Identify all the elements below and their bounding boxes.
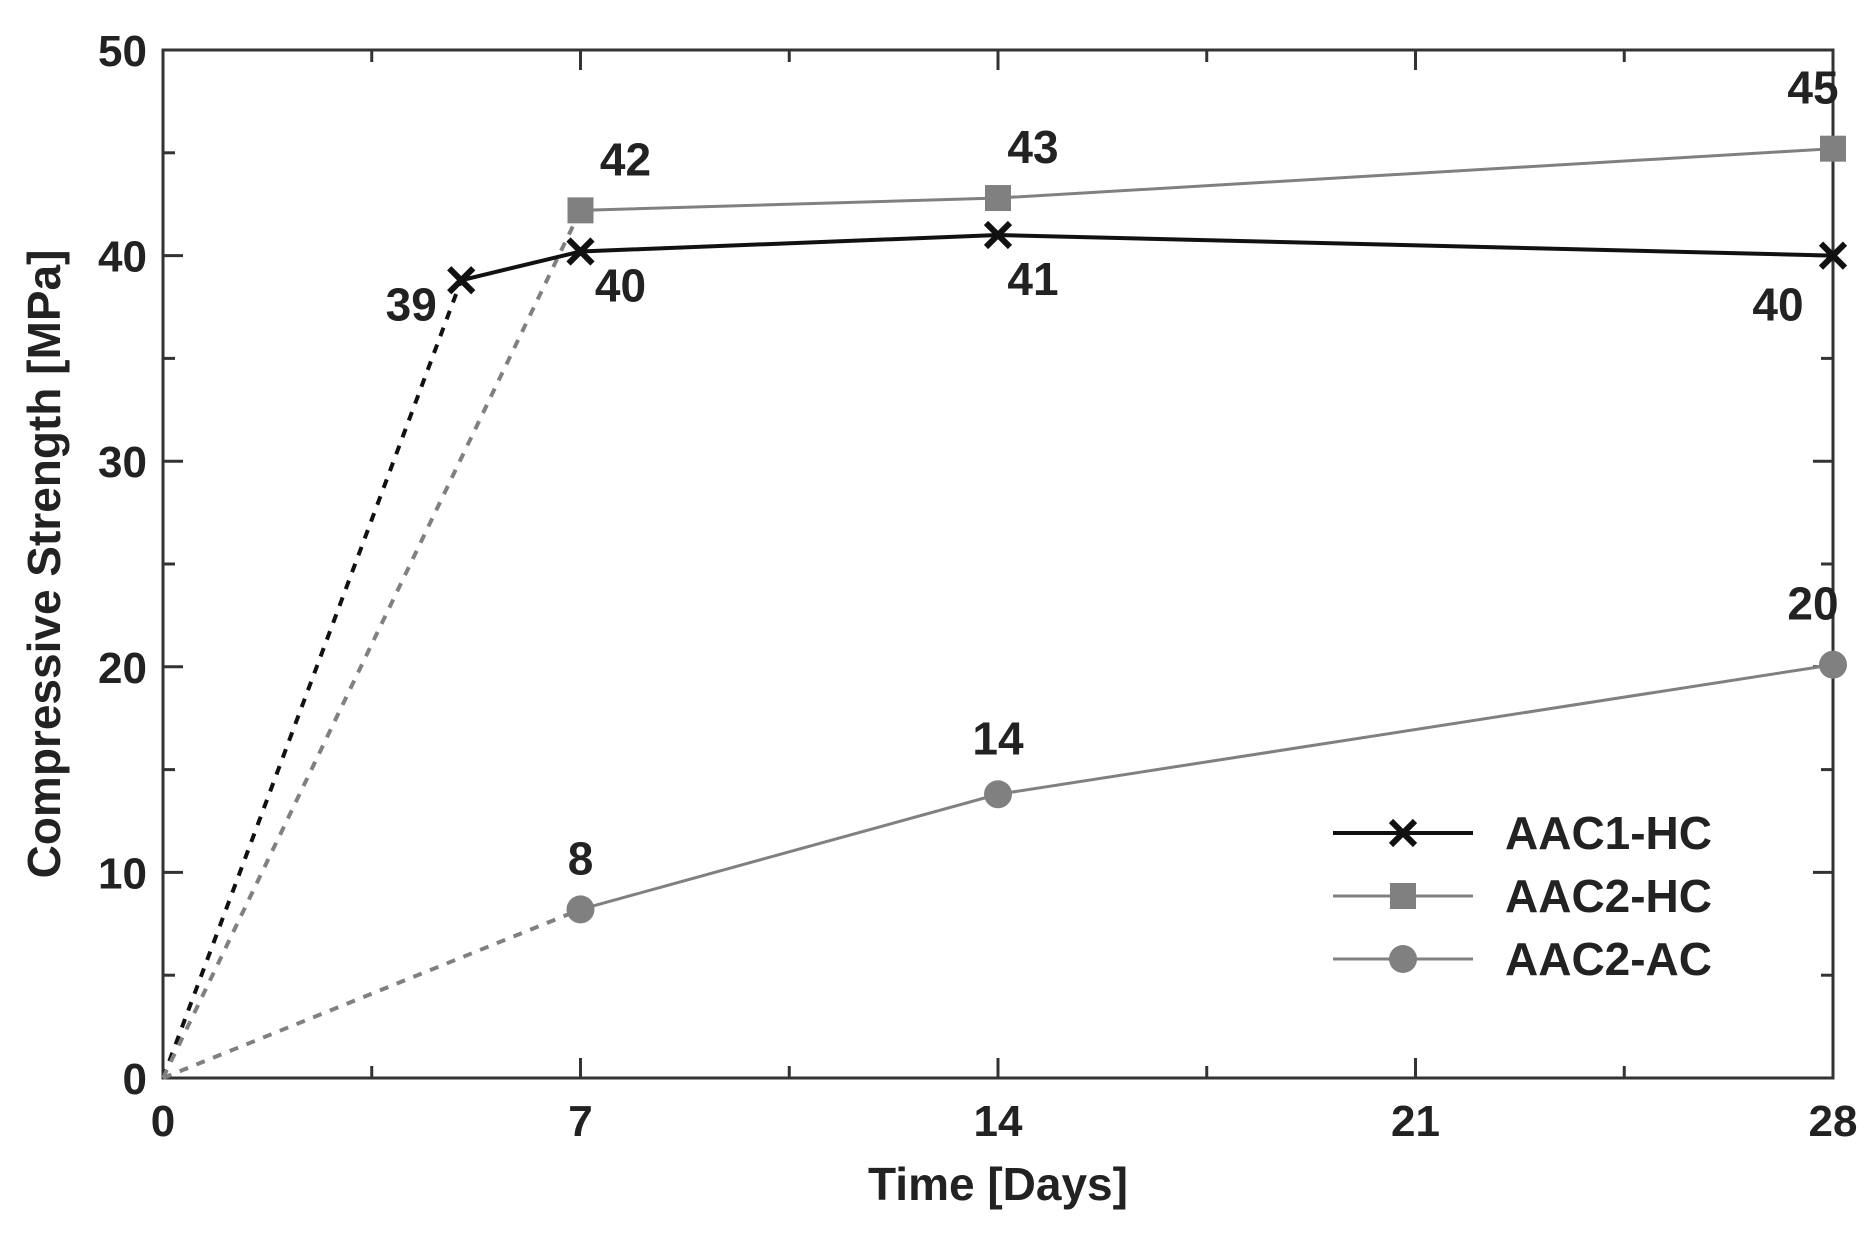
x-tick-label: 0 [151, 1097, 175, 1146]
origin-guide-AAC1-HC [161, 279, 464, 1079]
y-tick-label: 40 [98, 233, 147, 282]
marker-AAC1-HC [983, 220, 1013, 250]
data-label-AAC2-HC: 43 [1007, 121, 1058, 173]
legend: AAC1-HC AAC2-HC AAC2-AC [1333, 807, 1712, 985]
y-tick-label: 20 [98, 644, 147, 693]
legend-label-AAC1-HC: AAC1-HC [1505, 807, 1712, 859]
data-label-AAC2-AC: 20 [1787, 578, 1838, 630]
origin-guide-AAC2-AC [162, 907, 582, 1080]
marker-AAC1-HC [447, 266, 476, 295]
y-tick-label: 30 [98, 438, 147, 487]
x-axis-title: Time [Days] [868, 1158, 1128, 1210]
data-label-AAC2-AC: 14 [972, 712, 1024, 764]
legend-marker-AAC2-AC [1389, 945, 1417, 973]
series-line-AAC2-HC [580, 147, 1834, 212]
marker-AAC2-HC [985, 185, 1011, 212]
marker-AAC1-HC [1818, 241, 1848, 270]
data-label-AAC2-HC: 45 [1787, 62, 1838, 114]
data-labels: 39 40 41 40 42 43 45 8 14 20 [386, 62, 1839, 885]
y-tick-label: 50 [98, 27, 147, 76]
x-tick-label: 14 [974, 1097, 1023, 1146]
data-label-AAC2-AC: 8 [568, 832, 594, 884]
legend-label-AAC2-HC: AAC2-HC [1505, 870, 1712, 922]
data-label-AAC1-HC: 39 [386, 278, 437, 330]
marker-AAC1-HC [566, 237, 595, 266]
data-label-AAC2-HC: 42 [600, 133, 651, 185]
series-markers [447, 135, 1848, 924]
x-tick-label: 21 [1391, 1097, 1440, 1146]
origin-guide-AAC2-HC [161, 209, 583, 1079]
data-label-AAC1-HC: 40 [595, 259, 646, 311]
marker-AAC2-AC [984, 780, 1012, 809]
x-tick-label: 7 [568, 1097, 592, 1146]
y-tick-label: 0 [123, 1055, 147, 1104]
legend-marker-AAC1-HC [1388, 818, 1418, 848]
series-lines [460, 147, 1834, 911]
marker-AAC2-AC [1819, 650, 1847, 679]
origin-guides [161, 209, 583, 1080]
data-label-AAC1-HC: 40 [1752, 279, 1803, 331]
legend-label-AAC2-AC: AAC2-AC [1505, 933, 1712, 985]
y-axis-title: Compressive Strength [MPa] [18, 250, 70, 879]
x-tick-label: 28 [1809, 1097, 1858, 1146]
legend-marker-AAC2-HC [1390, 883, 1416, 909]
data-label-AAC1-HC: 41 [1007, 253, 1058, 305]
y-tick-label: 10 [98, 849, 147, 898]
series-line-AAC1-HC [460, 233, 1834, 283]
marker-AAC2-HC [1820, 135, 1846, 162]
marker-AAC2-AC [566, 895, 595, 924]
axis-ticks: 0 7 14 21 28 0 10 20 30 40 50 [98, 27, 1857, 1146]
marker-AAC2-HC [567, 197, 594, 224]
